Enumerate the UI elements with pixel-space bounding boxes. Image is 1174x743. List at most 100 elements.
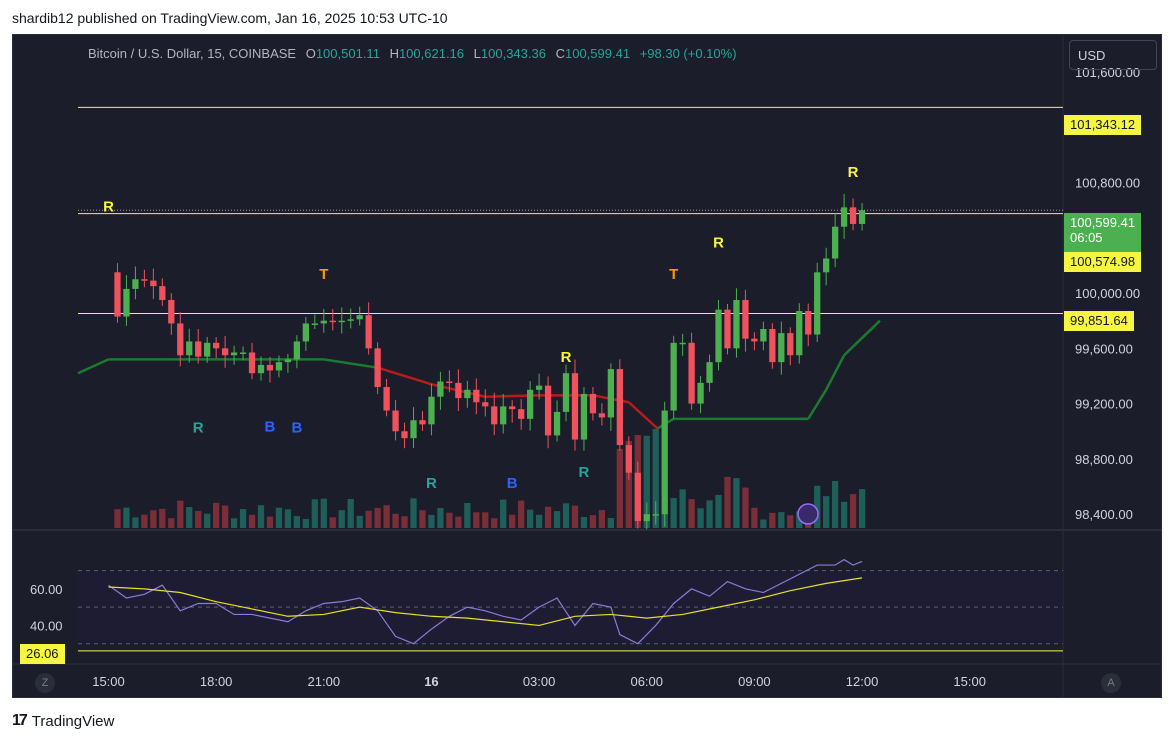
a-button[interactable]: A	[1101, 673, 1121, 693]
volume-bar	[257, 505, 265, 528]
low-value: 100,343.36	[480, 46, 546, 61]
candle-body	[706, 362, 713, 383]
z-button[interactable]: Z	[35, 673, 55, 693]
volume-bar	[849, 494, 857, 528]
candle-body	[338, 320, 345, 323]
tradingview-logo-icon: 17	[12, 712, 28, 729]
volume-bar	[284, 509, 292, 528]
volume-bar	[374, 507, 381, 528]
volume-bar	[589, 515, 597, 528]
volume-bar	[553, 511, 561, 528]
candle-body	[571, 373, 579, 440]
volume-bar	[338, 510, 345, 528]
volume-bar	[428, 514, 435, 528]
close-label: C	[555, 46, 565, 61]
candle-body	[239, 352, 247, 354]
last-price-label: 100,599.41 06:05	[1064, 213, 1142, 253]
volume-bar	[347, 498, 354, 528]
x-tick-label: 06:00	[630, 674, 663, 689]
y-tick-label: 100,800.00	[1075, 175, 1140, 190]
alert-lightning-icon	[797, 503, 819, 525]
candle-body	[221, 348, 229, 356]
candle-body	[204, 342, 211, 357]
volume-bar	[858, 489, 866, 528]
candle-body	[186, 341, 193, 356]
candle-body	[275, 362, 283, 371]
signal-label-r: R	[561, 349, 572, 366]
signal-label-b: B	[265, 418, 276, 435]
candle-body	[760, 328, 767, 342]
candle-body	[769, 328, 776, 363]
signal-label-b: B	[291, 420, 302, 437]
volume-bar	[419, 510, 426, 528]
volume-bar	[132, 517, 139, 528]
candle-body	[733, 299, 740, 349]
candle-body	[114, 272, 121, 317]
candle-body	[491, 406, 498, 425]
symbol-label[interactable]: Bitcoin / U.S. Dollar, 15, COINBASE	[88, 46, 297, 61]
open-value: 100,501.11	[315, 46, 380, 61]
volume-bar	[401, 516, 408, 528]
candle-body	[320, 320, 327, 324]
candle-body	[670, 342, 677, 411]
signal-label-r: R	[713, 234, 724, 251]
signal-label-r: R	[426, 475, 437, 492]
volume-bar	[715, 494, 722, 528]
currency-button[interactable]: USD	[1069, 40, 1157, 70]
volume-bar	[814, 485, 821, 528]
candle-body	[724, 309, 731, 349]
signal-label-r: R	[579, 464, 590, 481]
candle-body	[132, 279, 139, 289]
volume-bar	[742, 487, 749, 528]
volume-bar	[159, 508, 166, 528]
candle-body	[661, 410, 668, 515]
mid-line-price-label: 100,574.98	[1064, 252, 1142, 272]
lower-line-price-label: 99,851.64	[1064, 311, 1134, 331]
volume-bar	[769, 512, 776, 528]
volume-bar	[239, 509, 247, 528]
x-tick-label: 03:00	[523, 674, 556, 689]
candle-body	[302, 323, 309, 342]
volume-bar	[221, 505, 229, 528]
rsi-value-label: 26.06	[20, 644, 65, 664]
candle-body	[168, 299, 175, 324]
volume-bar	[168, 518, 175, 528]
candle-body	[365, 315, 372, 349]
candle-body	[284, 359, 292, 363]
open-label: O	[305, 46, 316, 61]
trend-ma-segment	[377, 366, 432, 386]
signal-label-b: B	[507, 475, 518, 492]
rsi-signal-line	[108, 577, 863, 627]
candle-body	[293, 341, 301, 360]
y-tick-label: 100,000.00	[1075, 286, 1140, 301]
candle-body	[392, 410, 399, 432]
volume-bar	[204, 513, 211, 528]
volume-bar	[311, 499, 318, 528]
ohlc-legend: Bitcoin / U.S. Dollar, 15, COINBASE O100…	[88, 46, 737, 61]
volume-bar	[535, 514, 543, 528]
volume-bar	[266, 516, 274, 528]
candle-body	[311, 323, 318, 325]
volume-bar	[607, 518, 615, 528]
volume-bar	[598, 510, 606, 528]
candle-body	[266, 364, 274, 371]
candle-body	[410, 420, 417, 439]
candle-body	[419, 420, 426, 425]
trend-ma-segment	[807, 389, 828, 420]
volume-bar	[526, 509, 534, 528]
volume-bar	[114, 509, 121, 528]
candle-body	[213, 342, 220, 349]
candle-body	[257, 364, 265, 374]
signal-label-r: R	[103, 199, 114, 216]
volume-bar	[275, 507, 283, 528]
candle-body	[544, 385, 552, 436]
signal-label-t: T	[669, 266, 678, 283]
candle-body	[446, 381, 453, 384]
candle-body	[858, 210, 866, 224]
candle-body	[840, 207, 848, 227]
volume-bar	[150, 510, 157, 528]
candle-body	[401, 431, 408, 439]
upper-line-price-label: 101,343.12	[1064, 115, 1142, 135]
footer-brand[interactable]: TradingView	[31, 712, 115, 730]
